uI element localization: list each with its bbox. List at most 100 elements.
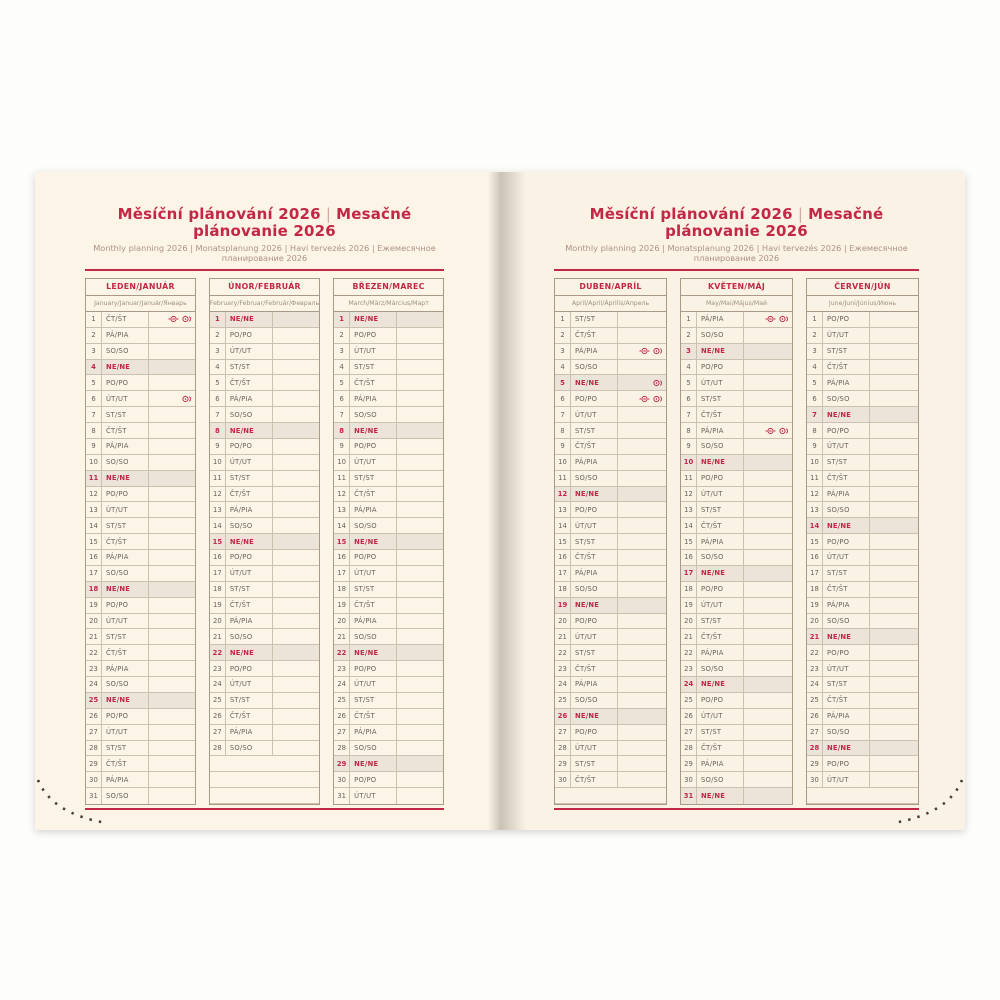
notes-area: [870, 375, 918, 390]
day-row: 23 SO/SO: [681, 661, 792, 678]
day-number: 13: [807, 502, 823, 518]
day-row: 7 NE/NE: [807, 407, 918, 424]
day-row: 18 NE/NE: [86, 581, 195, 598]
notes-area: [618, 455, 666, 470]
day-number: 28: [210, 740, 226, 756]
day-number: 3: [210, 343, 226, 359]
day-abbrev: PÁ/PIA: [226, 613, 273, 629]
day-row: 9 PÁ/PIA: [86, 438, 195, 455]
day-row: 15 ST/ST: [555, 534, 666, 551]
day-row: 30 SO/SO: [681, 772, 792, 789]
day-row: 22 ČT/ŠT: [86, 645, 195, 662]
month-languages: April/April/Április/Апрель: [555, 296, 666, 312]
day-number: 14: [681, 518, 697, 534]
notes-area: [744, 471, 792, 486]
day-abbrev: ČT/ŠT: [697, 518, 744, 534]
notes-area: [273, 423, 319, 438]
day-number: 30: [807, 772, 823, 788]
day-number: 13: [334, 502, 351, 518]
day-abbrev: ÚT/UT: [697, 597, 744, 613]
notes-area: [870, 661, 918, 676]
day-number: 10: [807, 454, 823, 470]
day-number: 6: [681, 391, 697, 407]
bottom-rule: [85, 808, 444, 810]
notes-area: [273, 629, 319, 644]
notes-area: [618, 582, 666, 597]
day-row: 26 ÚT/UT: [681, 708, 792, 725]
notes-area: [744, 598, 792, 613]
day-number: 24: [210, 677, 226, 692]
day-abbrev: PÁ/PIA: [697, 645, 744, 661]
day-number: 20: [86, 613, 102, 629]
day-row: 6 ST/ST: [681, 391, 792, 408]
day-number: 23: [807, 661, 823, 677]
notes-area: [744, 677, 792, 692]
day-abbrev: ČT/ŠT: [697, 740, 744, 756]
notes-area: [744, 518, 792, 533]
notes-area: [870, 502, 918, 517]
day-number: 10: [210, 454, 226, 470]
day-row: 15 NE/NE: [209, 534, 320, 551]
day-row: 5 PO/PO: [86, 375, 195, 392]
day-row: 26 ČT/ŠT: [209, 708, 320, 725]
day-row: 31 ÚT/UT: [334, 788, 443, 804]
day-row: 11 SO/SO: [555, 470, 666, 487]
day-abbrev: ÚT/UT: [226, 677, 273, 692]
notes-area: [149, 439, 195, 454]
day-row: 10 ST/ST: [807, 454, 918, 471]
day-row: 8 NE/NE: [334, 423, 444, 439]
day-row: 27 PÁ/PIA: [209, 724, 320, 741]
day-row: 27 PÁ/PIA: [334, 724, 444, 741]
day-row: 11 ST/ST: [334, 470, 444, 487]
day-row: 19 ČT/ŠT: [209, 597, 320, 614]
notes-area: [870, 471, 918, 486]
day-number: 4: [555, 359, 571, 375]
day-row: 12 PO/PO: [86, 486, 195, 503]
notes-area: [870, 312, 918, 327]
day-abbrev: PÁ/PIA: [571, 677, 618, 692]
notes-area: [273, 375, 319, 390]
notes-area: [870, 709, 918, 724]
day-number: 8: [210, 423, 226, 438]
day-abbrev: SO/SO: [350, 518, 398, 534]
day-abbrev: SO/SO: [102, 343, 149, 359]
day-row: 12 ÚT/UT: [681, 486, 792, 503]
day-row: 3 NE/NE: [681, 343, 792, 360]
day-abbrev: ST/ST: [350, 359, 398, 375]
day-row: 11 PO/PO: [681, 470, 792, 487]
day-number: 26: [555, 708, 571, 724]
notes-area: [744, 391, 792, 406]
day-abbrev: PO/PO: [823, 312, 870, 327]
day-abbrev: SO/SO: [697, 772, 744, 788]
day-abbrev: ÚT/UT: [571, 407, 618, 423]
day-number: 22: [681, 645, 697, 661]
day-number: 2: [210, 327, 226, 343]
notes-area: [273, 391, 319, 406]
day-abbrev: ČT/ŠT: [350, 597, 398, 613]
notes-area: [618, 360, 666, 375]
day-row: 30 PO/PO: [334, 772, 444, 789]
day-abbrev: ÚT/UT: [823, 327, 870, 343]
day-abbrev: ST/ST: [226, 581, 273, 597]
notes-area: [870, 693, 918, 708]
day-abbrev: ST/ST: [102, 518, 149, 534]
notes-area: [149, 518, 195, 533]
day-number: 15: [334, 534, 351, 550]
day-number: 6: [555, 391, 571, 407]
day-number: 9: [555, 438, 571, 454]
day-row: 31 SO/SO: [86, 788, 195, 804]
notes-area: [149, 756, 195, 771]
day-row: 4 SO/SO: [555, 359, 666, 376]
day-abbrev: NE/NE: [697, 788, 744, 804]
notes-area: [618, 709, 666, 724]
day-abbrev: ST/ST: [571, 645, 618, 661]
month-table: ÚNOR/FEBRUÁR February/Februar/Február/Фев…: [208, 278, 321, 805]
day-number: 8: [681, 423, 697, 438]
day-row: 4 PO/PO: [681, 359, 792, 376]
day-row: 30 ČT/ŠT: [555, 772, 666, 789]
notes-area: [273, 725, 319, 740]
notes-area: [273, 709, 319, 724]
day-abbrev: PO/PO: [571, 502, 618, 518]
day-number: 19: [334, 597, 351, 613]
day-row: 2 ÚT/UT: [807, 327, 918, 344]
